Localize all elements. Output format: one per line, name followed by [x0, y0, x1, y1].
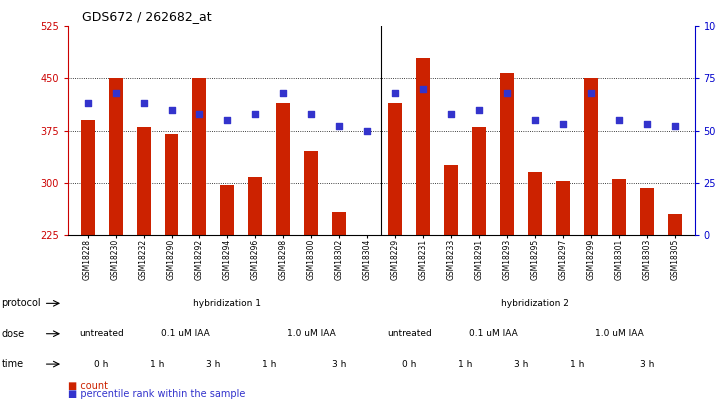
- Bar: [388, 103, 402, 235]
- Bar: [109, 79, 122, 235]
- Text: 0.1 uM IAA: 0.1 uM IAA: [161, 329, 210, 338]
- Point: [110, 90, 121, 96]
- Bar: [165, 134, 178, 235]
- Bar: [472, 127, 486, 235]
- Point: [557, 121, 569, 128]
- Point: [614, 117, 625, 124]
- Point: [642, 121, 653, 128]
- Text: 1 h: 1 h: [570, 360, 584, 369]
- Text: protocol: protocol: [1, 298, 41, 308]
- Text: 0 h: 0 h: [95, 360, 109, 369]
- Text: 3 h: 3 h: [640, 360, 654, 369]
- Bar: [276, 103, 291, 235]
- Bar: [668, 214, 682, 235]
- Text: 0 h: 0 h: [402, 360, 417, 369]
- Bar: [500, 73, 514, 235]
- Bar: [221, 185, 234, 235]
- Bar: [137, 127, 150, 235]
- Point: [166, 107, 178, 113]
- Point: [362, 127, 373, 134]
- Point: [669, 123, 681, 130]
- Text: ■ percentile rank within the sample: ■ percentile rank within the sample: [68, 389, 246, 399]
- Bar: [528, 172, 542, 235]
- Bar: [304, 151, 319, 235]
- Bar: [332, 212, 347, 235]
- Point: [222, 117, 233, 124]
- Bar: [612, 179, 626, 235]
- Bar: [444, 165, 458, 235]
- Text: 1 h: 1 h: [150, 360, 165, 369]
- Text: hybridization 1: hybridization 1: [193, 299, 261, 308]
- Bar: [584, 79, 598, 235]
- Point: [417, 86, 429, 92]
- Text: 3 h: 3 h: [206, 360, 221, 369]
- Bar: [81, 120, 95, 235]
- Point: [445, 111, 457, 117]
- Point: [473, 107, 485, 113]
- Point: [306, 111, 317, 117]
- Bar: [193, 79, 206, 235]
- Bar: [416, 58, 430, 235]
- Bar: [248, 177, 262, 235]
- Bar: [556, 181, 570, 235]
- Text: 1.0 uM IAA: 1.0 uM IAA: [287, 329, 336, 338]
- Text: dose: dose: [1, 329, 24, 339]
- Point: [82, 100, 93, 107]
- Text: GDS672 / 262682_at: GDS672 / 262682_at: [82, 10, 212, 23]
- Text: 3 h: 3 h: [514, 360, 528, 369]
- Text: untreated: untreated: [387, 329, 432, 338]
- Text: time: time: [1, 359, 24, 369]
- Point: [501, 90, 513, 96]
- Text: ■ count: ■ count: [68, 381, 108, 391]
- Point: [278, 90, 289, 96]
- Point: [194, 111, 205, 117]
- Text: 1 h: 1 h: [458, 360, 473, 369]
- Point: [250, 111, 261, 117]
- Point: [585, 90, 596, 96]
- Point: [334, 123, 345, 130]
- Point: [390, 90, 401, 96]
- Bar: [640, 188, 654, 235]
- Text: untreated: untreated: [79, 329, 124, 338]
- Text: 1.0 uM IAA: 1.0 uM IAA: [594, 329, 644, 338]
- Text: 3 h: 3 h: [332, 360, 347, 369]
- Text: hybridization 2: hybridization 2: [501, 299, 569, 308]
- Text: 1 h: 1 h: [262, 360, 276, 369]
- Text: 0.1 uM IAA: 0.1 uM IAA: [469, 329, 518, 338]
- Point: [137, 100, 149, 107]
- Point: [529, 117, 541, 124]
